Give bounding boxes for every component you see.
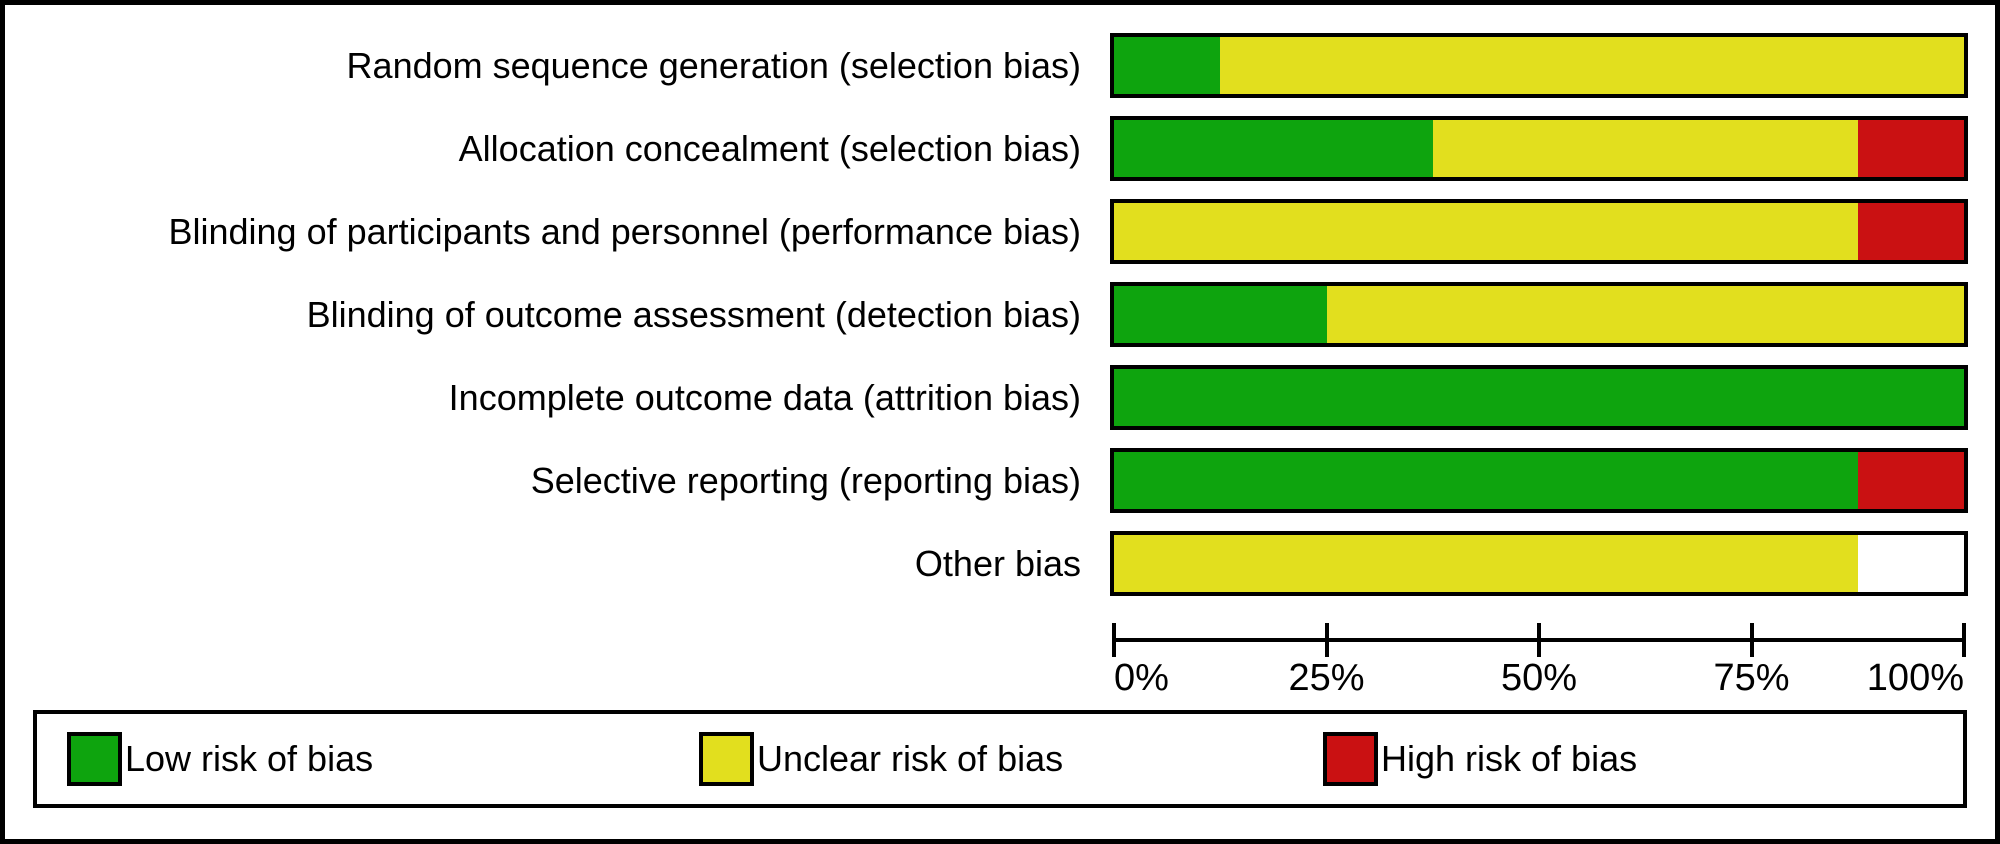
legend-item: Unclear risk of bias — [699, 714, 1063, 804]
bar-segment-low-risk-of-bias — [1114, 120, 1433, 177]
legend-swatch — [1323, 732, 1378, 786]
axis-tick — [1962, 623, 1966, 657]
chart-row: Incomplete outcome data (attrition bias) — [5, 365, 1995, 430]
stacked-bar — [1110, 365, 1968, 430]
bar-segment-high-risk-of-bias — [1857, 203, 1964, 260]
axis-tick-label: 0% — [1114, 657, 1169, 699]
legend-item: Low risk of bias — [67, 714, 373, 804]
legend-label: High risk of bias — [1381, 738, 1638, 779]
row-label: Other bias — [914, 542, 1081, 584]
axis-tick-label: 100% — [1866, 657, 1964, 699]
axis-tick — [1112, 623, 1116, 657]
axis-tick — [1749, 623, 1754, 657]
stacked-bar — [1110, 282, 1968, 347]
stacked-bar — [1110, 116, 1968, 181]
bar-segment-unclear-risk-of-bias — [1114, 535, 1858, 592]
bar-segment-unclear-risk-of-bias — [1114, 203, 1858, 260]
bar-segment-unclear-risk-of-bias — [1432, 120, 1858, 177]
legend-box: Low risk of bias Unclear risk of bias High… — [33, 710, 1967, 808]
stacked-bar — [1110, 531, 1968, 596]
bar-segment-blank-unfilled — [1857, 535, 1964, 592]
chart-row: Random sequence generation (selection bi… — [5, 33, 1995, 98]
row-label: Selective reporting (reporting bias) — [530, 459, 1081, 501]
chart-row: Selective reporting (reporting bias) — [5, 448, 1995, 513]
bar-segment-high-risk-of-bias — [1857, 120, 1964, 177]
bar-segment-low-risk-of-bias — [1114, 452, 1858, 509]
chart-row: Allocation concealment (selection bias) — [5, 116, 1995, 181]
axis-tick-label: 50% — [1500, 657, 1578, 699]
axis-tick-label: 75% — [1713, 657, 1790, 699]
row-label: Blinding of participants and personnel (… — [168, 210, 1081, 252]
stacked-bar — [1110, 199, 1968, 264]
legend-label: Unclear risk of bias — [757, 738, 1064, 779]
bar-segment-low-risk-of-bias — [1114, 286, 1327, 343]
bar-segment-low-risk-of-bias — [1114, 37, 1221, 94]
stacked-bar — [1110, 448, 1968, 513]
legend-swatch — [699, 732, 754, 786]
bar-segment-unclear-risk-of-bias — [1220, 37, 1964, 94]
stacked-bar — [1110, 33, 1968, 98]
bar-segment-unclear-risk-of-bias — [1326, 286, 1964, 343]
chart-row: Other bias — [5, 531, 1995, 596]
chart-row: Blinding of outcome assessment (detectio… — [5, 282, 1995, 347]
row-label: Allocation concealment (selection bias) — [458, 127, 1081, 169]
bar-segment-low-risk-of-bias — [1114, 369, 1964, 426]
row-label: Random sequence generation (selection bi… — [346, 44, 1081, 86]
chart-row: Blinding of participants and personnel (… — [5, 199, 1995, 264]
bar-segment-high-risk-of-bias — [1857, 452, 1964, 509]
legend-item: High risk of bias — [1323, 714, 1637, 804]
axis-tick-label: 25% — [1288, 657, 1365, 699]
percent-axis: 0% 25% 50% 75% 100% — [1112, 5, 1966, 699]
legend-label: Low risk of bias — [125, 738, 374, 779]
axis-tick — [1324, 623, 1329, 657]
axis-tick — [1537, 623, 1541, 657]
row-label: Incomplete outcome data (attrition bias) — [448, 376, 1081, 418]
legend-swatch — [67, 732, 122, 786]
row-label: Blinding of outcome assessment (detectio… — [306, 293, 1081, 335]
